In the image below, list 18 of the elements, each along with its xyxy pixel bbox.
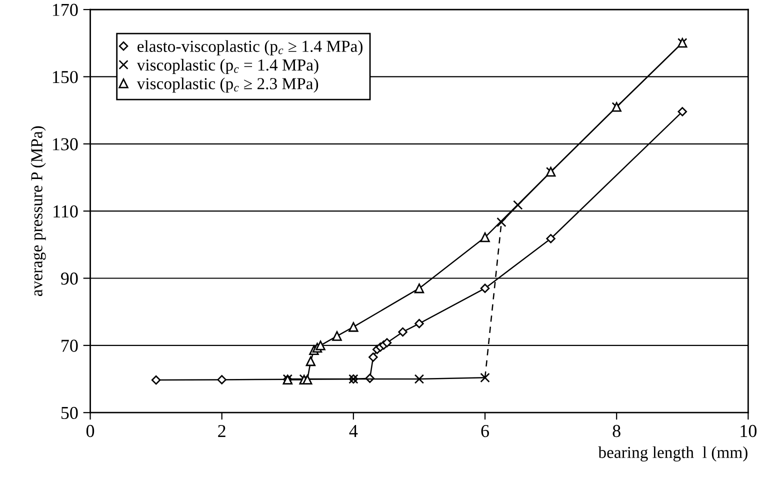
y-tick-label: 150 bbox=[52, 70, 78, 84]
y-tick-label: 70 bbox=[62, 340, 78, 352]
y-axis-title: average pressure P (MPa) bbox=[30, 126, 46, 296]
x-tick-label: 2 bbox=[218, 424, 226, 437]
y-tick-label: 50 bbox=[61, 406, 78, 420]
y-tick-label: 90 bbox=[60, 272, 78, 285]
legend-label: viscoplastic (p$_{c}$ = 1.4 MPa) bbox=[136, 58, 318, 74]
legend-label: elasto-viscoplastic (p$_{c}$ ≥ 1.4 MPa) bbox=[138, 40, 362, 56]
y-tick-label: 110 bbox=[54, 205, 78, 218]
x-tick-label: 8 bbox=[612, 424, 620, 438]
y-tick-label: 170 bbox=[52, 4, 78, 16]
x-tick-label: 4 bbox=[349, 425, 358, 437]
legend-label: viscoplastic (p$_{c}$ ≥ 2.3 MPa) bbox=[136, 78, 318, 93]
x-tick-label: 0 bbox=[86, 424, 94, 438]
y-tick-label: 130 bbox=[52, 138, 78, 150]
x-tick-label: 10 bbox=[740, 424, 757, 438]
x-tick-label: 6 bbox=[481, 424, 489, 438]
x-axis-title: bearing length l (mm) bbox=[598, 446, 748, 462]
